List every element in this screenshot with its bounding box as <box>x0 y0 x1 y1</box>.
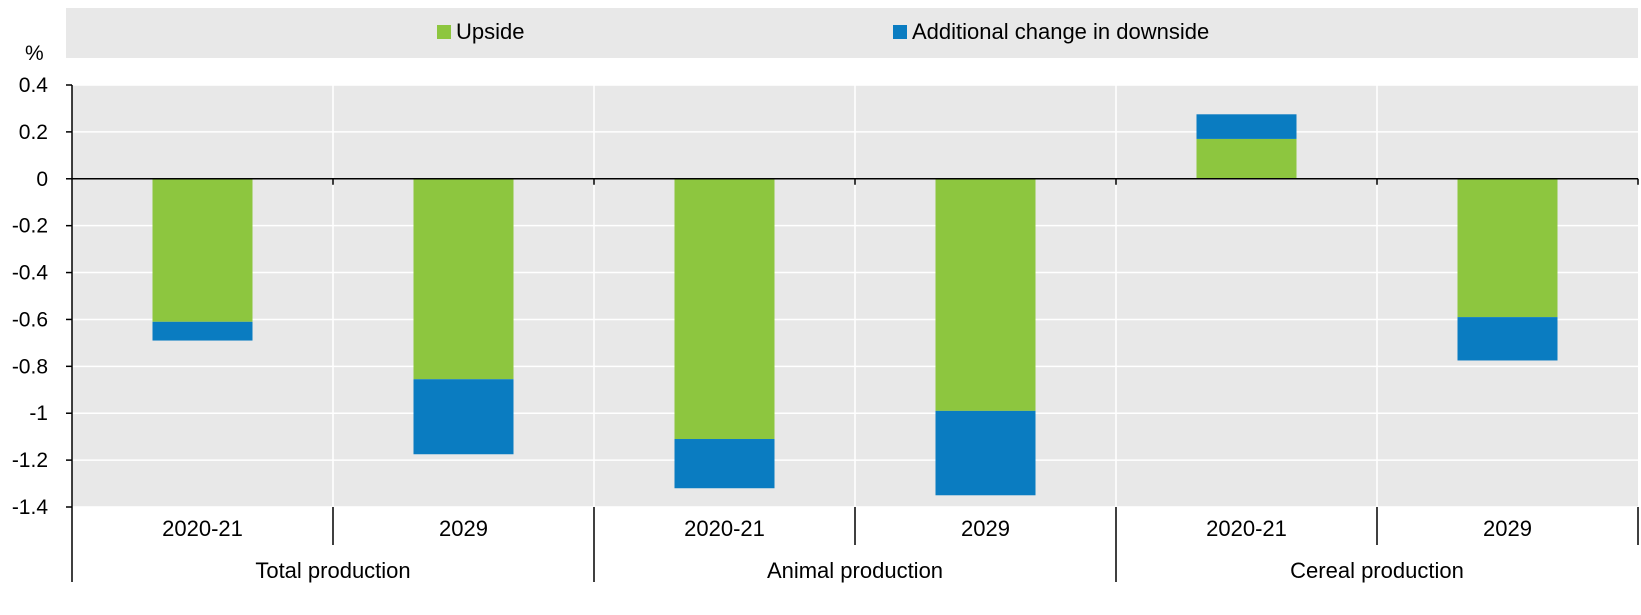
bar-upside-2 <box>674 178 775 440</box>
bar-upside-3 <box>935 178 1036 411</box>
legend-swatch <box>893 25 907 39</box>
y-tick-label: -1 <box>29 402 48 425</box>
legend: Upside Additional change in downside <box>437 19 1209 44</box>
axes <box>66 84 1639 582</box>
legend-swatch <box>437 25 451 39</box>
bar-downside-change-2 <box>674 439 775 489</box>
x-group-label: Total production <box>255 558 410 583</box>
bar-upside-5 <box>1457 178 1558 318</box>
y-tick-label: -0.2 <box>12 215 48 238</box>
legend-label: Additional change in downside <box>912 19 1209 44</box>
y-tick-label: 0.4 <box>19 74 49 97</box>
y-tick-label: -0.8 <box>12 355 48 378</box>
x-category-label: 2029 <box>439 516 488 541</box>
y-tick-label: -0.6 <box>12 308 48 331</box>
bars <box>152 114 1558 496</box>
y-tick-label: -0.4 <box>12 262 49 285</box>
legend-background <box>66 8 1638 58</box>
bar-downside-change-5 <box>1457 317 1558 361</box>
bar-downside-change-3 <box>935 410 1036 496</box>
x-category-label: 2029 <box>1483 516 1532 541</box>
x-category-label: 2020-21 <box>162 516 243 541</box>
bar-upside-1 <box>413 178 514 380</box>
x-category-label: 2020-21 <box>684 516 765 541</box>
x-category-label: 2029 <box>961 516 1010 541</box>
x-category-label: 2020-21 <box>1206 516 1287 541</box>
x-axis-labels: 2020-21 2029 2020-21 2029 2020-21 2029 Total p… <box>162 516 1532 583</box>
gridlines <box>72 84 1638 508</box>
bar-downside-change-0 <box>152 321 253 341</box>
y-axis-ticks: 0.4 0.2 0 -0.2 -0.4 -0.6 -0.8 -1 -1.2 -1.4 <box>12 74 49 519</box>
y-tick-label: 0 <box>36 168 48 191</box>
bar-upside-4 <box>1196 138 1297 179</box>
y-tick-label: 0.2 <box>19 121 48 144</box>
bar-downside-change-1 <box>413 379 514 455</box>
y-tick-label: -1.4 <box>12 496 49 519</box>
y-axis-unit-label: % <box>25 42 44 65</box>
legend-label: Upside <box>456 19 524 44</box>
x-group-label: Animal production <box>767 558 943 583</box>
bar-downside-change-4 <box>1196 114 1297 139</box>
bar-upside-0 <box>152 178 253 322</box>
x-group-label: Cereal production <box>1290 558 1464 583</box>
y-tick-label: -1.2 <box>12 449 48 472</box>
